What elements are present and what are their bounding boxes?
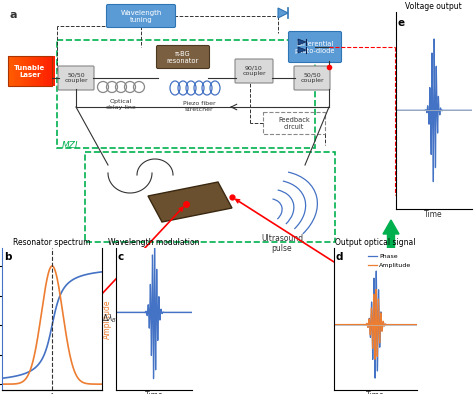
Bar — [52, 56, 55, 86]
Polygon shape — [278, 8, 288, 18]
Text: Optical
delay-line: Optical delay-line — [106, 99, 137, 110]
Y-axis label: Amplitude: Amplitude — [103, 299, 112, 339]
Phase — [374, 269, 379, 273]
FancyBboxPatch shape — [289, 32, 341, 63]
Polygon shape — [148, 182, 232, 222]
Amplitude — [372, 339, 377, 344]
X-axis label: Time: Time — [424, 210, 443, 219]
Text: b: b — [4, 253, 12, 262]
Bar — [15, 56, 18, 86]
Phase — [372, 376, 378, 381]
Title: Output optical signal: Output optical signal — [336, 238, 416, 247]
Bar — [8, 56, 11, 86]
Bar — [27, 56, 29, 86]
Amplitude — [331, 322, 337, 327]
FancyBboxPatch shape — [294, 66, 330, 90]
Bar — [24, 56, 27, 86]
X-axis label: Time: Time — [145, 392, 164, 394]
Phase — [372, 328, 377, 333]
Bar — [57, 40, 315, 148]
Bar — [40, 56, 43, 86]
Polygon shape — [298, 47, 306, 53]
Bar — [13, 56, 15, 86]
Bar — [22, 56, 25, 86]
Line: Amplitude: Amplitude — [334, 290, 417, 359]
Text: Tunable
Laser: Tunable Laser — [14, 65, 46, 78]
Title: Wavelength modulation: Wavelength modulation — [108, 238, 200, 247]
Text: 90/10
coupler: 90/10 coupler — [242, 65, 266, 76]
Phase — [331, 322, 337, 327]
Text: 50/50
coupler: 50/50 coupler — [64, 72, 88, 84]
Phase — [412, 322, 418, 327]
Phase — [336, 322, 341, 327]
Bar — [10, 56, 13, 86]
Bar — [85, 152, 335, 242]
Bar — [45, 56, 48, 86]
Legend: Phase, Amplitude: Phase, Amplitude — [365, 251, 414, 270]
Bar — [36, 56, 38, 86]
Phase — [412, 322, 418, 327]
Text: Piezo fiber
stretcher: Piezo fiber stretcher — [182, 101, 215, 112]
Title: Resonator spectrum: Resonator spectrum — [13, 238, 91, 247]
Bar — [43, 56, 46, 86]
Bar — [50, 56, 53, 86]
Amplitude — [397, 322, 402, 327]
FancyBboxPatch shape — [58, 66, 94, 90]
Phase — [369, 339, 375, 344]
Bar — [29, 56, 32, 86]
Text: $\Delta\lambda_B$: $\Delta\lambda_B$ — [102, 313, 118, 325]
X-axis label: $\lambda$: $\lambda$ — [49, 392, 55, 394]
FancyBboxPatch shape — [156, 45, 210, 69]
Bar — [47, 56, 50, 86]
X-axis label: Time: Time — [366, 392, 385, 394]
Amplitude — [372, 357, 378, 362]
Bar — [31, 56, 34, 86]
Polygon shape — [298, 39, 306, 45]
Title: Voltage output: Voltage output — [405, 2, 462, 11]
Amplitude — [373, 287, 379, 292]
Text: 50/50
coupler: 50/50 coupler — [300, 72, 324, 84]
Bar — [38, 56, 41, 86]
Amplitude — [336, 322, 341, 327]
Text: d: d — [336, 253, 343, 262]
FancyBboxPatch shape — [107, 4, 175, 28]
Amplitude — [412, 322, 418, 327]
Text: e: e — [397, 18, 404, 28]
Phase — [397, 322, 402, 327]
Text: Wavelength
tuning: Wavelength tuning — [120, 9, 162, 22]
FancyBboxPatch shape — [235, 59, 273, 83]
Text: MZI: MZI — [62, 141, 79, 149]
Text: a: a — [10, 10, 18, 20]
Amplitude — [414, 322, 420, 327]
Text: c: c — [118, 253, 124, 262]
Bar — [263, 112, 325, 134]
Bar — [8, 56, 52, 86]
Text: Feedback
circuit: Feedback circuit — [278, 117, 310, 130]
Phase — [414, 322, 420, 327]
Line: Phase: Phase — [334, 271, 417, 378]
Bar — [34, 56, 36, 86]
Text: Differential
photo-diode: Differential photo-diode — [295, 41, 335, 54]
Amplitude — [369, 341, 375, 346]
Text: π-BG
resonator: π-BG resonator — [167, 50, 199, 63]
Bar — [19, 56, 22, 86]
FancyArrow shape — [383, 220, 399, 282]
Bar — [17, 56, 20, 86]
Text: Ultrasound
pulse: Ultrasound pulse — [261, 234, 303, 253]
Amplitude — [412, 322, 418, 327]
